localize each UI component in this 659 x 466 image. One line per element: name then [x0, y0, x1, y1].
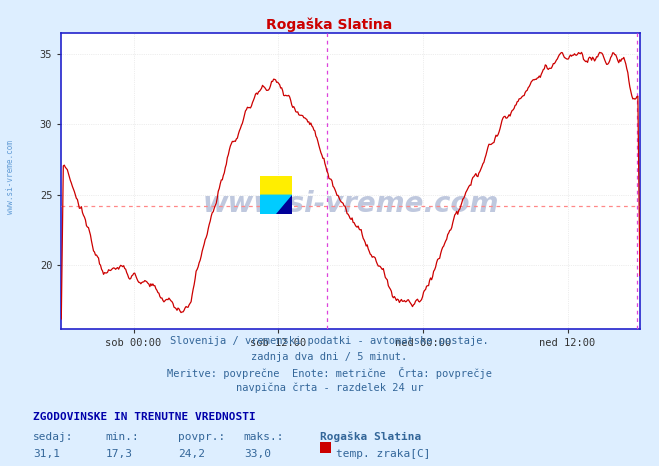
Text: www.si-vreme.com: www.si-vreme.com	[6, 140, 15, 214]
Text: temp. zraka[C]: temp. zraka[C]	[336, 449, 430, 459]
Polygon shape	[276, 195, 292, 214]
Text: navpična črta - razdelek 24 ur: navpična črta - razdelek 24 ur	[236, 383, 423, 393]
Text: min.:: min.:	[105, 432, 139, 442]
Polygon shape	[260, 195, 276, 214]
Text: 33,0: 33,0	[244, 449, 271, 459]
Text: Meritve: povprečne  Enote: metrične  Črta: povprečje: Meritve: povprečne Enote: metrične Črta:…	[167, 367, 492, 379]
Text: 24,2: 24,2	[178, 449, 205, 459]
Text: 31,1: 31,1	[33, 449, 60, 459]
Polygon shape	[276, 195, 292, 214]
Text: Slovenija / vremenski podatki - avtomatske postaje.: Slovenija / vremenski podatki - avtomats…	[170, 336, 489, 346]
Text: ZGODOVINSKE IN TRENUTNE VREDNOSTI: ZGODOVINSKE IN TRENUTNE VREDNOSTI	[33, 412, 256, 422]
Text: 17,3: 17,3	[105, 449, 132, 459]
Text: zadnja dva dni / 5 minut.: zadnja dva dni / 5 minut.	[251, 352, 408, 362]
Text: www.si-vreme.com: www.si-vreme.com	[202, 190, 499, 218]
Polygon shape	[260, 195, 292, 214]
Text: maks.:: maks.:	[244, 432, 284, 442]
Text: Rogaška Slatina: Rogaška Slatina	[320, 432, 421, 443]
Text: sedaj:: sedaj:	[33, 432, 73, 442]
Text: povpr.:: povpr.:	[178, 432, 225, 442]
Text: Rogaška Slatina: Rogaška Slatina	[266, 18, 393, 32]
Polygon shape	[260, 176, 292, 195]
